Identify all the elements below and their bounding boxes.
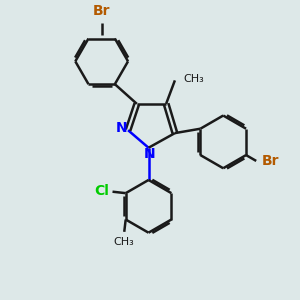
Text: Cl: Cl xyxy=(94,184,109,198)
Text: N: N xyxy=(116,121,127,135)
Text: CH₃: CH₃ xyxy=(183,74,204,84)
Text: CH₃: CH₃ xyxy=(114,237,135,247)
Text: N: N xyxy=(144,147,156,161)
Text: Br: Br xyxy=(93,4,110,18)
Text: Br: Br xyxy=(262,154,279,168)
